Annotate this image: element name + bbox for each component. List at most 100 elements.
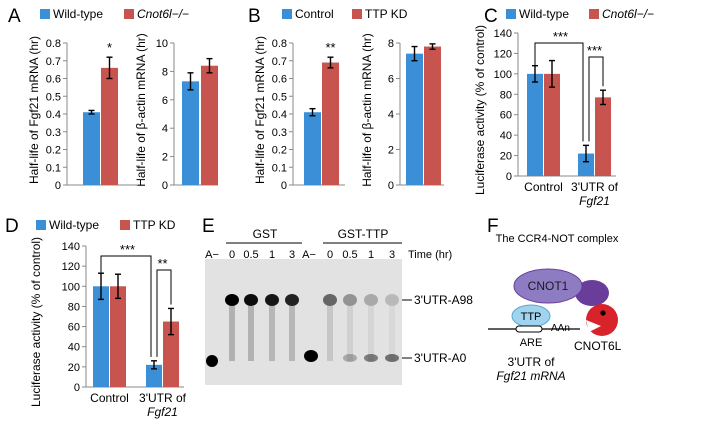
y-axis-title: Half-life of Fgf21 mRNA (hr) [253, 36, 267, 184]
cnot1-shape [513, 268, 583, 304]
legend-swatch [120, 220, 130, 230]
y-tick-label: 10 [156, 38, 168, 50]
significance-marker: * [107, 40, 112, 55]
y-tick-label: 0.7 [272, 56, 287, 68]
panel-letter-c: C [484, 6, 498, 27]
y-tick-label: 0.5 [46, 91, 61, 103]
legend-label: Cnot6l−/− [602, 7, 654, 21]
y-tick-label: 2 [388, 145, 394, 157]
lane-label: 0.5 [243, 249, 258, 261]
lane-label: 0 [327, 249, 333, 261]
y-axis-title: Half-life of β-actin mRNA (hr) [134, 33, 148, 187]
legend-label: Wild-type [53, 7, 103, 21]
lane-label: 0 [229, 249, 235, 261]
bar [146, 364, 162, 387]
a98-band [225, 294, 239, 306]
y-tick-label: 0.2 [272, 145, 287, 157]
utr-caption-1: 3'UTR of [508, 355, 556, 369]
y-axis-title: Half-life of β-actin mRNA (hr) [360, 33, 374, 187]
lane-label-marker: A− [302, 249, 316, 261]
y-tick-label: 8 [388, 38, 394, 50]
x-tick-label: Fgf21 [579, 194, 610, 208]
bar [182, 81, 199, 185]
band-label-a0: 3'UTR-A0 [414, 351, 467, 365]
legend-label: Control [295, 7, 334, 21]
bar [304, 112, 321, 185]
ccr4-shape [575, 280, 609, 306]
x-tick-label: Control [90, 391, 129, 405]
y-tick-label: 0 [281, 180, 287, 192]
lane-label: 0.5 [342, 249, 357, 261]
degradation-smear [347, 306, 353, 361]
band-label-a98: 3'UTR-A98 [414, 293, 473, 307]
x-tick-label: Control [524, 180, 563, 194]
y-tick-label: 0.8 [46, 38, 61, 50]
y-tick-label: 4 [388, 109, 394, 121]
lane-label: 3 [289, 249, 295, 261]
cnot1-label: CNOT1 [528, 279, 569, 293]
y-tick-label: 140 [494, 28, 512, 40]
significance-marker: *** [120, 242, 135, 257]
legend-a: Wild-type Cnot6l−/− [40, 7, 189, 21]
legend-label: Wild-type [49, 218, 99, 232]
legend-label: Wild-type [519, 7, 569, 21]
panel-letter-e: E [202, 216, 215, 237]
ccr4-not-diagram: The CCR4-NOT complex CNOT1 TTP AAn ARE C… [488, 233, 622, 383]
a0-band [343, 354, 357, 362]
legend-label: Cnot6l−/− [137, 7, 189, 21]
y-tick-label: 100 [494, 69, 512, 81]
legend-label: TTP KD [365, 7, 408, 21]
legend-b: Control TTP KD [282, 7, 408, 21]
legend-swatch [352, 9, 362, 19]
y-tick-label: 0.3 [272, 127, 287, 139]
marker-band [304, 350, 318, 362]
cnot6l-shape [586, 304, 618, 336]
y-tick-label: 0.7 [46, 56, 61, 68]
degradation-smear [269, 306, 275, 361]
marker-band [206, 355, 218, 367]
y-tick-label: 0.1 [46, 162, 61, 174]
polya-label: AAn [551, 323, 570, 334]
degradation-smear [289, 306, 295, 361]
group-label-gst-ttp: GST-TTP [338, 227, 389, 241]
bar [544, 73, 560, 176]
time-label: Time (hr) [408, 249, 452, 261]
y-tick-label: 0.6 [272, 74, 287, 86]
y-tick-label: 0 [74, 382, 80, 394]
gel-image [205, 259, 402, 385]
cnot6l-label: CNOT6L [574, 339, 622, 353]
bar-plot: 0 2 4 6 8 10 [156, 38, 218, 192]
diagram-title: The CCR4-NOT complex [496, 233, 619, 245]
y-tick-label: 0.1 [272, 162, 287, 174]
y-tick-label: 0.5 [272, 91, 287, 103]
y-tick-label: 80 [68, 301, 80, 313]
y-axis-title: Luciferase activity (% of control) [29, 237, 43, 407]
bar [83, 112, 100, 185]
degradation-smear [327, 306, 333, 361]
a0-band [364, 354, 378, 362]
significance-marker: ** [325, 40, 335, 55]
ttp-label: TTP [521, 311, 542, 323]
legend-swatch [36, 220, 46, 230]
y-tick-label: 80 [500, 89, 512, 101]
cnot6l-notch [586, 320, 601, 332]
significance-marker: ** [157, 256, 167, 271]
bar [322, 62, 339, 185]
cnot6l-active-site [600, 310, 606, 316]
legend-swatch [124, 9, 134, 19]
panel-letter-f: F [487, 216, 499, 237]
a98-band [244, 294, 258, 306]
bar [163, 321, 179, 387]
y-tick-label: 0 [506, 171, 512, 183]
x-tick-label: 3'UTR of [571, 180, 619, 194]
a98-band [285, 294, 299, 306]
y-tick-label: 20 [68, 362, 80, 374]
lane-label: 1 [269, 249, 275, 261]
bar [93, 286, 109, 387]
legend-c: Wild-type Cnot6l−/− [506, 7, 654, 21]
legend-label: TTP KD [133, 218, 176, 232]
lane-labels: 0 0.5 1 3 0 0.5 1 3 [229, 249, 395, 261]
legend-d: Wild-type TTP KD [36, 218, 176, 232]
are-label: ARE [520, 337, 543, 349]
